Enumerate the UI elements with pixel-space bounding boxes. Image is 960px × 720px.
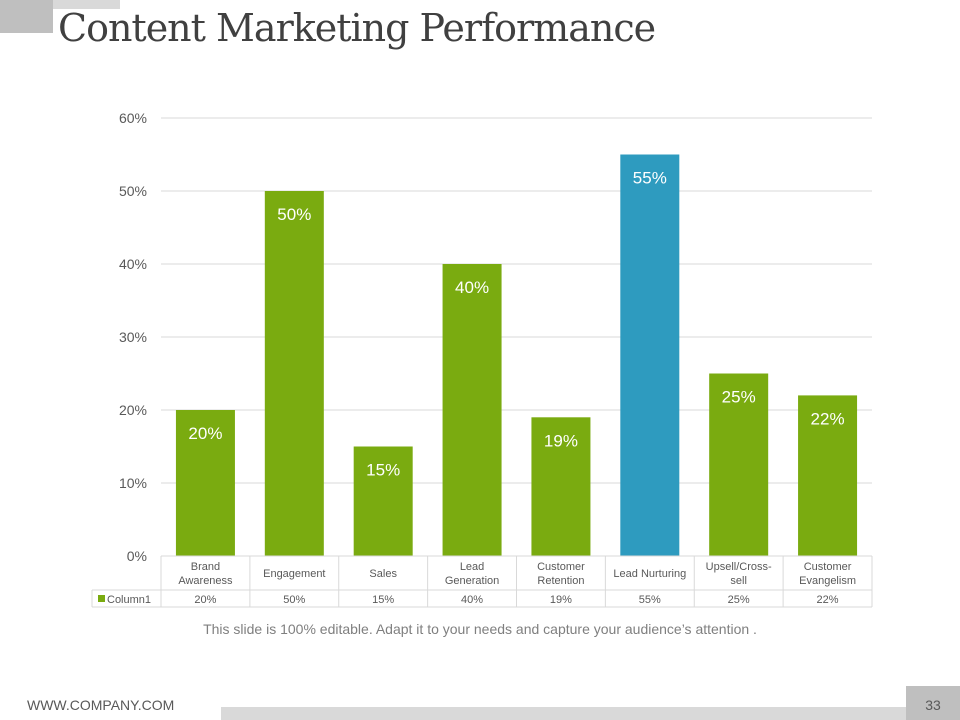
table-value: 19% [550,594,572,606]
bar [798,395,858,556]
category-label: Generation [445,575,499,587]
y-tick-label: 40% [119,256,147,272]
legend-swatch [98,595,105,602]
y-tick-label: 30% [119,329,147,345]
category-label: Awareness [178,575,233,587]
category-label: Customer [537,561,585,573]
data-label: 20% [188,424,222,443]
data-label: 19% [544,431,578,450]
data-label: 15% [366,461,400,480]
table-value: 25% [728,594,750,606]
category-label: Sales [369,568,397,580]
y-tick-label: 10% [119,475,147,491]
bar [620,154,680,556]
data-label: 50% [277,205,311,224]
category-label: Customer [804,561,852,573]
table-value: 20% [194,594,216,606]
corner-decoration [0,0,53,33]
table-value: 55% [639,594,661,606]
bar [353,446,413,556]
table-value: 22% [817,594,839,606]
bar [709,373,769,556]
data-label: 55% [633,169,667,188]
data-label: 22% [811,409,845,428]
category-label: Engagement [263,568,325,580]
bar [531,417,591,556]
footer-url: WWW.COMPANY.COM [27,697,175,713]
top-decoration-bar [53,0,120,9]
bar [264,191,324,556]
table-value: 15% [372,594,394,606]
table-value: 50% [283,594,305,606]
y-tick-label: 60% [119,110,147,126]
data-label: 40% [455,278,489,297]
bar [175,410,235,556]
page-number: 33 [925,697,941,713]
caption: This slide is 100% editable. Adapt it to… [203,621,757,637]
category-label: Lead [460,561,484,573]
category-label: Lead Nurturing [613,568,686,580]
footer-bar [221,707,906,720]
slide-title: Content Marketing Performance [58,6,656,50]
legend-label: Column1 [107,594,151,606]
category-label: Evangelism [799,575,856,587]
data-label: 25% [722,388,756,407]
y-tick-label: 50% [119,183,147,199]
y-tick-label: 20% [119,402,147,418]
bar [442,264,502,556]
category-label: Brand [191,561,220,573]
category-label: sell [730,575,747,587]
table-value: 40% [461,594,483,606]
page-number-box [906,686,960,720]
y-tick-label: 0% [127,548,147,564]
category-label: Retention [537,575,584,587]
category-label: Upsell/Cross- [706,561,772,573]
